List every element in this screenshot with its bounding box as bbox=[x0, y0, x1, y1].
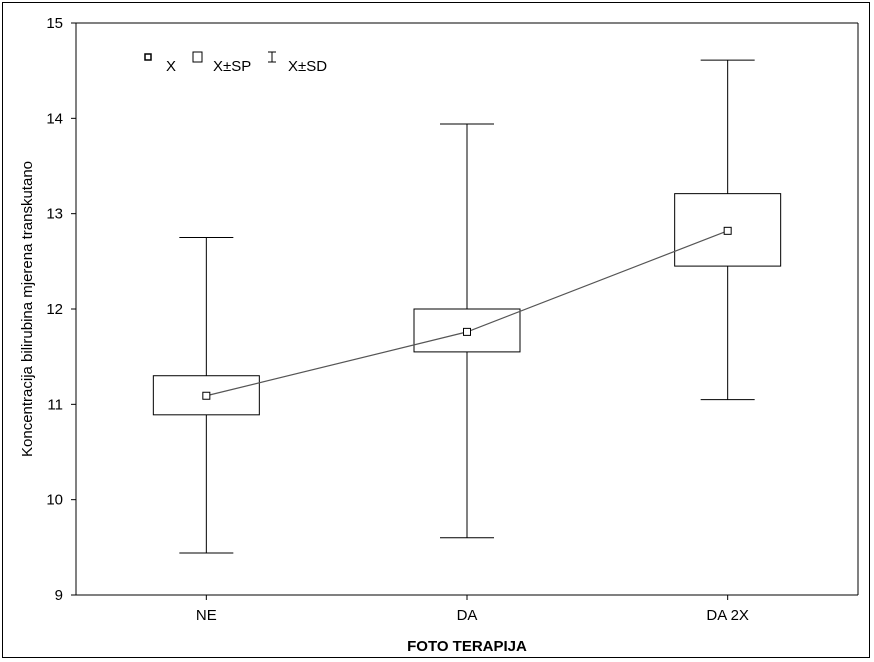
legend: X X±SP X±SD bbox=[144, 51, 327, 75]
y-tick-label: 10 bbox=[46, 492, 63, 509]
x-ticks: NE DA DA 2X bbox=[196, 595, 749, 624]
y-tick-label: 12 bbox=[46, 301, 63, 318]
legend-whisker-icon bbox=[268, 51, 276, 63]
mean-point bbox=[723, 226, 732, 235]
legend-label-box: X±SP bbox=[213, 58, 251, 75]
x-tick-label: NE bbox=[196, 607, 217, 624]
legend-box-icon bbox=[192, 51, 203, 63]
y-tick-label: 13 bbox=[46, 206, 63, 223]
legend-mean-icon bbox=[144, 53, 152, 61]
y-tick-label: 14 bbox=[46, 110, 63, 127]
y-tick-label: 9 bbox=[55, 587, 63, 604]
y-axis-title: Koncentracija bilirubina mjerena transku… bbox=[19, 161, 36, 457]
x-axis-title: FOTO TERAPIJA bbox=[407, 638, 527, 655]
legend-label-mean: X bbox=[166, 58, 176, 75]
mean-point bbox=[202, 391, 211, 400]
y-tick-label: 11 bbox=[47, 396, 63, 413]
y-tick-label: 15 bbox=[46, 15, 63, 32]
x-tick-label: DA bbox=[457, 607, 478, 624]
plot-area bbox=[152, 59, 782, 554]
x-tick-label: DA 2X bbox=[706, 607, 749, 624]
legend-label-whisker: X±SD bbox=[288, 58, 327, 75]
mean-point bbox=[463, 327, 471, 336]
y-ticks: 9 10 11 12 13 14 15 bbox=[46, 15, 76, 604]
